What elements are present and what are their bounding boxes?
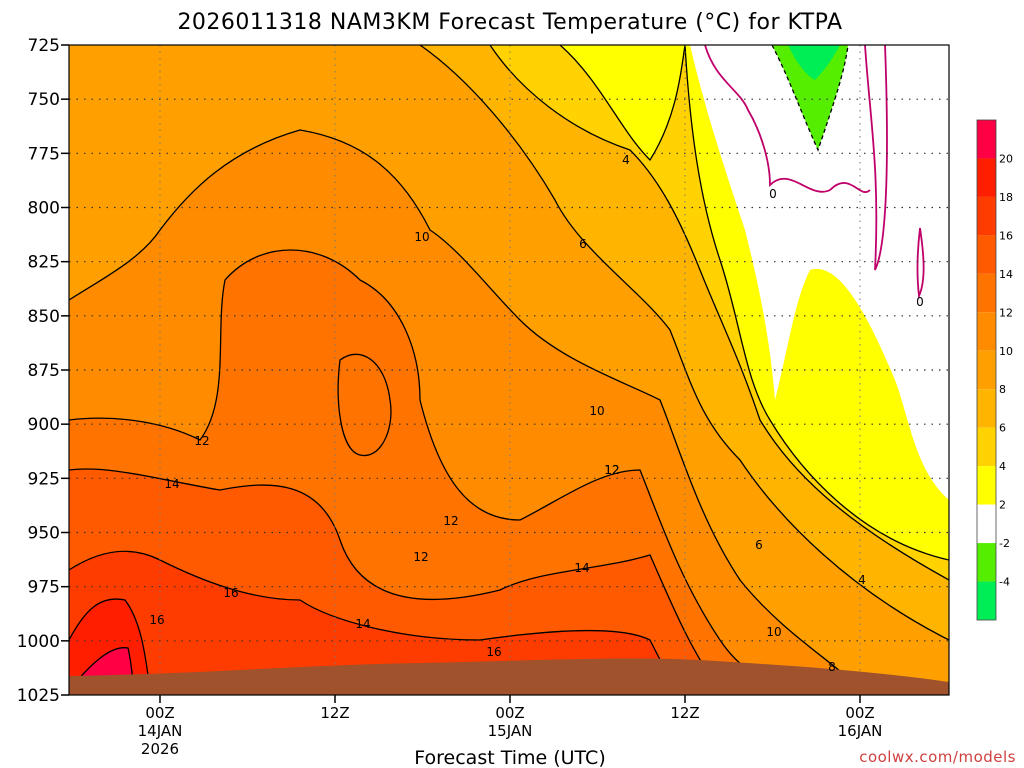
ground-terrain xyxy=(69,658,949,695)
colorbar-label: 8 xyxy=(999,383,1006,396)
colorbar-label: 10 xyxy=(999,345,1013,358)
colorbar-label: 2 xyxy=(999,499,1006,512)
y-axis: 725 750 775 800 825 850 875 900 925 950 975 1000 102… xyxy=(17,36,69,706)
colorbar-label: 18 xyxy=(999,191,1013,204)
colorbar-swatch xyxy=(977,504,996,544)
y-tick-label: 725 xyxy=(28,36,60,56)
chart-title: 2026011318 NAM3KM Forecast Temperature (… xyxy=(177,10,842,35)
contour-label: 8 xyxy=(828,660,836,674)
contour-label: 12 xyxy=(413,550,428,564)
x-tick-hour: 00Z xyxy=(145,704,174,722)
contour-label: 6 xyxy=(755,538,763,552)
colorbar-swatch xyxy=(977,312,996,351)
contour-label: 4 xyxy=(858,573,866,587)
contour-label: 16 xyxy=(149,613,164,627)
isotherm-line xyxy=(337,353,392,457)
y-tick-label: 800 xyxy=(28,199,60,219)
plot-area xyxy=(69,45,949,695)
x-tick-year: 2026 xyxy=(141,740,179,758)
y-tick-label: 850 xyxy=(28,307,60,327)
colorbar-swatch xyxy=(977,466,996,505)
x-tick-date: 16JAN xyxy=(838,722,883,740)
colorbar-swatch xyxy=(977,273,996,313)
x-axis-label: Forecast Time (UTC) xyxy=(414,747,605,768)
colorbar-swatch xyxy=(977,581,996,620)
contour-label: 10 xyxy=(766,625,781,639)
isotherm-line xyxy=(69,129,851,681)
contour-label: 0 xyxy=(769,187,777,201)
colorbar-label: 12 xyxy=(999,306,1013,319)
contour-label: 4 xyxy=(622,153,630,167)
colorbar-swatch xyxy=(977,389,996,428)
contour-label: 6 xyxy=(579,237,587,251)
colorbar-label: -4 xyxy=(999,576,1010,589)
colorbar-swatch xyxy=(977,350,996,390)
contour-label: 10 xyxy=(589,404,604,418)
isotherm-line xyxy=(69,550,681,691)
y-tick-label: 950 xyxy=(28,524,60,544)
y-tick-label: 925 xyxy=(28,469,60,489)
isotherm-line xyxy=(559,45,686,162)
x-tick-hour: 00Z xyxy=(495,704,524,722)
contour-label: 12 xyxy=(194,434,209,448)
colorbar-label: 6 xyxy=(999,422,1006,435)
isotherm-line xyxy=(489,45,949,581)
y-tick-label: 1000 xyxy=(17,632,60,652)
colorbar-label: 14 xyxy=(999,268,1013,281)
isotherm-line xyxy=(69,468,721,691)
x-tick-hour: 12Z xyxy=(670,704,699,722)
y-tick-label: 825 xyxy=(28,253,60,273)
colorbar-frame xyxy=(976,119,997,621)
site-credit: coolwx.com/models xyxy=(859,748,1016,766)
freezing-line xyxy=(916,227,925,300)
contour-label: 12 xyxy=(443,514,458,528)
colorbar: 20 18 16 14 12 10 8 6 4 2 -2 -4 xyxy=(976,119,1013,621)
x-tick-date: 15JAN xyxy=(488,722,533,740)
contour-label: 14 xyxy=(164,477,179,491)
contour-label: 16 xyxy=(223,586,238,600)
contour-label: 16 xyxy=(486,645,501,659)
band-fill-below-minus4 xyxy=(788,45,840,80)
y-tick-label: 975 xyxy=(28,578,60,598)
y-tick-label: 875 xyxy=(28,361,60,381)
colorbar-label: 4 xyxy=(999,460,1006,473)
colorbar-label: 16 xyxy=(999,229,1013,242)
contour-label: 14 xyxy=(355,617,370,631)
colorbar-label: 20 xyxy=(999,152,1013,165)
y-tick-label: 775 xyxy=(28,144,60,164)
contour-label: 12 xyxy=(604,463,619,477)
x-tick-date: 14JAN xyxy=(138,722,183,740)
colorbar-swatch xyxy=(977,120,996,159)
band-fill-minus4-minus2 xyxy=(772,45,848,150)
isotherm-lines xyxy=(69,45,949,691)
isotherm-line xyxy=(771,45,849,152)
colorbar-label: -2 xyxy=(999,537,1010,550)
isotherm-line xyxy=(69,598,151,691)
colorbar-swatch xyxy=(977,427,996,467)
y-tick-label: 900 xyxy=(28,415,60,435)
contour-label: 0 xyxy=(916,295,924,309)
y-tick-label: 1025 xyxy=(17,686,60,706)
colorbar-swatch xyxy=(977,158,996,197)
band-fill-16-18 xyxy=(69,551,680,690)
grid-lines xyxy=(69,45,949,695)
colorbar-swatch xyxy=(977,235,996,274)
y-tick-label: 750 xyxy=(28,90,60,110)
x-tick-hour: 12Z xyxy=(320,704,349,722)
x-tick-hour: 00Z xyxy=(845,704,874,722)
freezing-line xyxy=(704,45,871,193)
contour-label: 10 xyxy=(414,230,429,244)
colorbar-swatch xyxy=(977,196,996,236)
band-fill-minus2-2 xyxy=(690,45,949,500)
contour-label: 12 xyxy=(604,463,619,477)
isotherm-line xyxy=(419,45,949,641)
colorbar-swatch xyxy=(977,543,996,582)
isotherm-line xyxy=(69,249,801,691)
isotherm-line xyxy=(684,45,949,561)
contour-label: 14 xyxy=(574,561,589,575)
